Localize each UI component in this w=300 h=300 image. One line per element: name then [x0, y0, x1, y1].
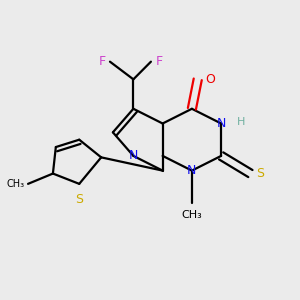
- Text: O: O: [205, 73, 215, 86]
- Text: H: H: [237, 117, 246, 127]
- Text: CH₃: CH₃: [182, 210, 202, 220]
- Text: F: F: [155, 55, 162, 68]
- Text: N: N: [187, 164, 196, 177]
- Text: S: S: [256, 167, 264, 180]
- Text: N: N: [217, 117, 226, 130]
- Text: CH₃: CH₃: [7, 179, 25, 189]
- Text: N: N: [129, 149, 138, 162]
- Text: F: F: [98, 55, 106, 68]
- Text: S: S: [75, 193, 83, 206]
